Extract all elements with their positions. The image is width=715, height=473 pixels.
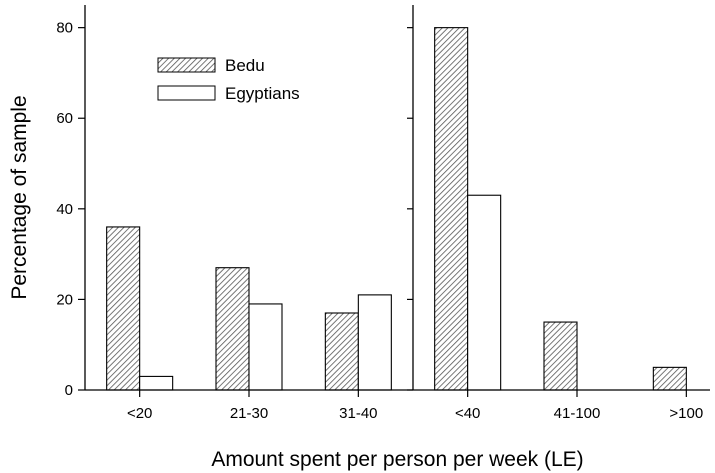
y-ticks-group: 0 20 40 60 80	[56, 20, 413, 399]
x-tick-label-31-40: 31-40	[339, 405, 377, 422]
x-ticks-group: <20 21-30 31-40 <40 41-100 >100	[127, 390, 703, 422]
x-tick-label-21-30: 21-30	[230, 405, 268, 422]
x-tick-label-lt20: <20	[127, 405, 152, 422]
x-tick-label-lt40: <40	[455, 405, 480, 422]
bar-egyptians-31-40	[357, 294, 392, 391]
y-tick-label-80: 80	[56, 20, 73, 37]
x-tick-label-gt100: >100	[669, 405, 703, 422]
y-tick-label-0: 0	[65, 382, 73, 399]
legend-label-bedu: Bedu	[225, 56, 265, 75]
legend-label-egyptians: Egyptians	[225, 84, 300, 103]
legend: Bedu Egyptians	[157, 56, 300, 103]
legend-swatch-egyptians	[157, 85, 216, 101]
y-tick-label-60: 60	[56, 110, 73, 127]
bar-bedu-gt100	[652, 366, 687, 391]
bar-egyptians-lt40	[467, 194, 502, 391]
x-tick-label-41-100: 41-100	[554, 405, 601, 422]
y-tick-label-40: 40	[56, 201, 73, 218]
bar-egyptians-lt20	[139, 375, 174, 391]
legend-swatch-bedu	[157, 57, 216, 73]
bar-bedu-31-40	[324, 312, 359, 391]
y-axis-title: Percentage of sample	[8, 95, 31, 299]
bar-egyptians-21-30	[248, 303, 283, 391]
axes-group	[84, 5, 710, 391]
bar-bedu-lt40	[434, 27, 469, 391]
x-axis-title: Amount spent per person per week (LE)	[211, 448, 583, 471]
bar-bedu-lt20	[106, 226, 141, 391]
bars-group	[106, 27, 687, 391]
bar-bedu-21-30	[215, 267, 250, 391]
y-tick-label-20: 20	[56, 291, 73, 308]
bar-bedu-41-100	[543, 321, 578, 391]
